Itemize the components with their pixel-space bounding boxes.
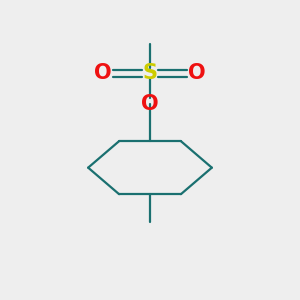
Text: O: O [188, 63, 206, 83]
Text: O: O [141, 94, 159, 114]
Text: S: S [142, 63, 158, 83]
Text: O: O [94, 63, 112, 83]
